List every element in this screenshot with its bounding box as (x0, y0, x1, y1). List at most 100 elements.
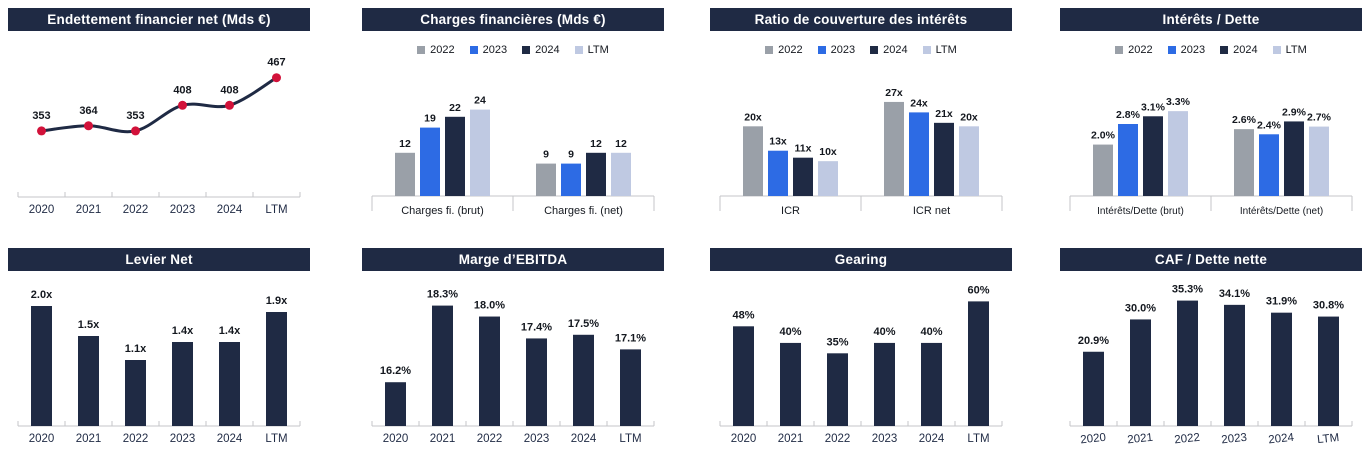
bar (1234, 129, 1254, 196)
chart-title: CAF / Dette nette (1060, 248, 1362, 271)
legend-swatch (870, 46, 879, 54)
panel-charges-financieres: Charges financières (Mds €) 2022 2023 2024… (362, 8, 664, 225)
value-label: 48% (732, 309, 754, 321)
chart-legend: 2022 2023 2024 LTM (710, 31, 1012, 69)
x-axis-label: 2021 (430, 433, 456, 445)
data-point-marker (272, 73, 281, 83)
value-label: 2.6% (1232, 114, 1257, 126)
bar (561, 163, 581, 196)
legend-swatch (574, 46, 583, 54)
x-axis-label: 2020 (731, 433, 757, 445)
legend-item: 2023 (469, 44, 507, 56)
legend-label: LTM (587, 44, 609, 56)
value-label: 31.9% (1266, 296, 1297, 308)
bar (573, 334, 594, 426)
chart-title: Ratio de couverture des intérêts (710, 8, 1012, 31)
legend-label: 2022 (430, 44, 455, 56)
bar (874, 342, 895, 426)
value-label: 40% (873, 326, 895, 338)
chart-title: Intérêts / Dette (1060, 8, 1362, 31)
legend-label: LTM (935, 44, 957, 56)
x-axis-label: 2024 (919, 433, 945, 445)
interest-coverage-bar-chart: 20x 13x 11x 10x ICR 27x 24x 21x 20x ICR net (719, 87, 1003, 217)
x-axis-label: 2023 (170, 433, 196, 445)
data-point-marker (178, 100, 187, 110)
value-label: 408 (173, 84, 191, 96)
legend-label: 2024 (535, 44, 560, 56)
bar (125, 360, 146, 426)
bar (1284, 121, 1304, 196)
x-axis-label: 2022 (477, 433, 503, 445)
value-label: 30.8% (1313, 300, 1344, 312)
legend-swatch (1115, 46, 1124, 54)
value-label: 467 (267, 57, 285, 69)
value-label: 17.1% (615, 332, 646, 344)
value-label: 20.9% (1078, 335, 1109, 347)
value-label: 2.9% (1282, 106, 1307, 118)
bar (266, 312, 287, 426)
bar (1143, 116, 1163, 196)
value-label: 19 (424, 113, 436, 125)
value-label: 353 (32, 110, 50, 122)
bar (793, 157, 813, 196)
bar (395, 152, 415, 196)
value-label: 40% (779, 326, 801, 338)
bar (445, 116, 465, 196)
value-label: 35% (826, 336, 848, 348)
bar (611, 152, 631, 196)
gearing-bar-chart: 2020 2021 2022 2023 2024 LTM 48% 40% 35% 40% 40% 60… (719, 284, 1003, 445)
bar (921, 342, 942, 426)
net-leverage-bar-chart: 2020 2021 2022 2023 2024 LTM 2.0x 1.5x 1.1x 1.4x 1… (17, 289, 301, 445)
value-label: 27x (885, 87, 903, 99)
financial-charges-bar-chart: 12 19 22 24 Charges fi. (brut) 9 9 12 12 Charges … (371, 95, 655, 217)
panel-caf-dette-nette: CAF / Dette nette 2020 2021 2022 2023 2024 LT… (1060, 248, 1362, 449)
data-point-marker (225, 100, 234, 110)
x-axis-label: 2020 (383, 433, 409, 445)
x-axis-label: 2024 (217, 433, 243, 445)
legend-label: 2022 (778, 44, 803, 56)
bar (586, 152, 606, 196)
ebitda-margin-bar-chart: 2020 2021 2022 2023 2024 LTM 16.2% 18.3% 18.0% 17… (371, 289, 655, 445)
value-label: 34.1% (1219, 288, 1250, 300)
bar (172, 342, 193, 426)
chart-title: Charges financières (Mds €) (362, 8, 664, 31)
value-label: 364 (79, 105, 98, 117)
chart-title: Marge d’EBITDA (362, 248, 664, 271)
value-label: 9 (543, 149, 549, 161)
bar (420, 127, 440, 196)
bar (818, 161, 838, 196)
legend-swatch (817, 46, 826, 54)
data-point-marker (84, 121, 93, 131)
bar (934, 122, 954, 196)
bar (385, 382, 406, 426)
value-label: 1.1x (125, 343, 147, 355)
legend-swatch (922, 46, 931, 54)
panel-levier-net: Levier Net 2020 2021 2022 2023 2024 LTM 2.0x 1.… (8, 248, 310, 449)
legend-item: 2022 (765, 44, 803, 56)
value-label: 16.2% (380, 365, 411, 377)
legend-swatch (1220, 46, 1229, 54)
x-axis-label: LTM (1317, 432, 1340, 446)
value-label: 22 (449, 102, 461, 114)
value-label: 2.4% (1257, 119, 1282, 131)
legend-label: 2023 (1180, 44, 1206, 56)
legend-swatch (765, 46, 774, 54)
panel-ratio-couverture-interets: Ratio de couverture des intérêts 2022 202… (710, 8, 1012, 225)
bar (432, 305, 453, 426)
x-axis-label: 2023 (170, 204, 196, 216)
x-axis-label: 2024 (571, 433, 597, 445)
value-label: 1.4x (172, 325, 194, 337)
bar (1309, 126, 1329, 196)
value-label: 12 (615, 138, 627, 150)
legend-swatch (417, 46, 426, 54)
chart-title: Endettement financier net (Mds €) (8, 8, 310, 31)
x-axis-label: LTM (265, 204, 287, 216)
bar (536, 163, 556, 196)
x-axis-label: 2022 (123, 433, 149, 445)
x-axis-label: 2022 (123, 204, 149, 216)
legend-label: 2024 (1233, 44, 1258, 56)
value-label: 1.4x (219, 325, 241, 337)
bar (827, 353, 848, 426)
bar (31, 306, 52, 426)
x-axis-label: 2023 (872, 433, 898, 445)
